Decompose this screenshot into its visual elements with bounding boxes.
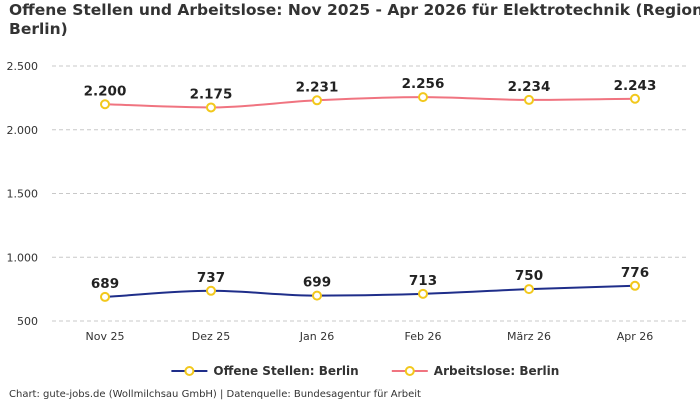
data-point[interactable] [100,291,110,302]
data-point[interactable] [418,288,428,299]
data-point[interactable] [418,92,428,103]
data-labels: 689 737 699 713 750 776 2.200 2.175 2.231 2.256 2.… [84,76,657,292]
x-tick-label: Feb 26 [405,330,442,343]
series-line [104,96,636,109]
x-tick-label: Nov 25 [86,330,125,343]
y-tick-label: 2.500 [7,60,39,73]
y-tick-label: 1.500 [7,188,39,201]
y-tick-label: 500 [17,315,38,328]
data-label: 2.175 [190,86,233,102]
series-markers [100,92,640,302]
grid [52,65,688,322]
legend-item[interactable]: Arbeitslose: Berlin [391,364,560,378]
y-axis: 500 1.000 1.500 2.000 2.500 [7,60,39,328]
legend[interactable]: Offene Stellen: Berlin Arbeitslose: Berli… [171,364,559,378]
data-label: 750 [515,268,543,284]
data-label: 689 [91,276,119,292]
x-tick-label: Dez 25 [192,330,231,343]
data-point[interactable] [312,95,322,106]
data-label: 699 [303,275,331,291]
legend-label: Arbeitslose: Berlin [434,364,560,378]
data-point[interactable] [100,99,110,110]
x-axis: Nov 25 Dez 25 Jan 26 Feb 26 März 26 Apr 26 [86,330,654,343]
data-point[interactable] [630,280,640,291]
legend-marker-icon [404,366,415,376]
y-tick-label: 1.000 [7,251,39,264]
data-point[interactable] [312,290,322,301]
data-label: 2.256 [402,76,445,92]
data-label: 737 [197,270,225,286]
legend-item[interactable]: Offene Stellen: Berlin [171,364,359,378]
legend-marker-icon [184,366,195,376]
legend-label: Offene Stellen: Berlin [213,364,358,378]
data-point[interactable] [206,285,216,296]
chart-title: Offene Stellen und Arbeitslose: Nov 2025… [9,1,700,38]
data-label: 2.231 [296,79,339,95]
chart-title-line-2: Berlin) [9,20,68,38]
data-label: 713 [409,273,437,289]
data-point[interactable] [524,284,534,295]
chart-title-line-1: Offene Stellen und Arbeitslose: Nov 2025… [9,1,700,19]
chart-credit: Chart: gute-jobs.de (Wollmilchsau GmbH) … [9,389,421,400]
x-tick-label: März 26 [507,330,551,343]
series-line [104,284,636,298]
x-tick-label: Jan 26 [299,330,334,343]
data-label: 2.243 [614,78,657,94]
data-point[interactable] [630,93,640,104]
series-lines [104,96,636,298]
data-point[interactable] [524,94,534,105]
data-label: 2.234 [508,79,551,95]
data-point[interactable] [206,102,216,113]
y-tick-label: 2.000 [7,124,39,137]
data-label: 776 [621,265,649,281]
data-label: 2.200 [84,83,127,99]
x-tick-label: Apr 26 [617,330,654,343]
